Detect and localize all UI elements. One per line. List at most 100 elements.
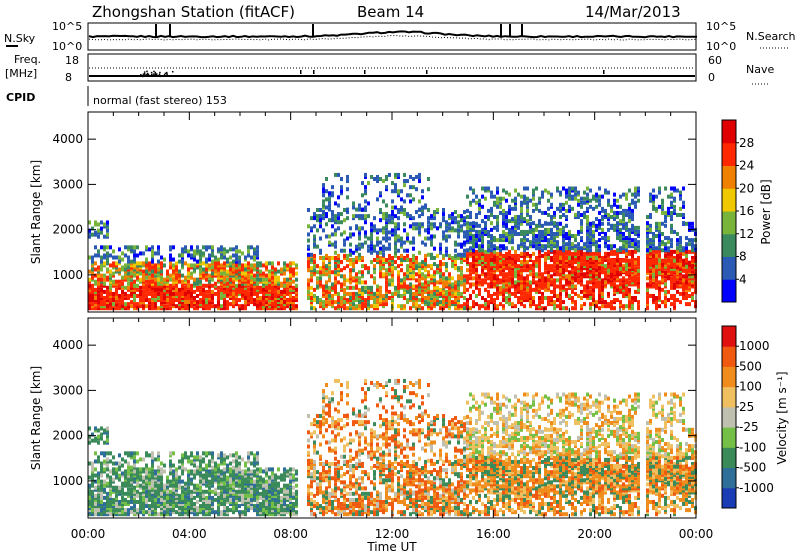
colorbar-segment	[722, 211, 736, 235]
power-cell	[493, 258, 496, 262]
power-cell	[346, 300, 349, 305]
power-cell	[286, 302, 289, 307]
power-cell	[439, 270, 442, 275]
power-cell	[397, 193, 400, 198]
power-cell	[625, 260, 628, 265]
power-cell	[319, 248, 322, 253]
power-cell	[331, 287, 334, 292]
power-cell	[118, 283, 121, 288]
power-cell	[628, 258, 631, 263]
power-cell	[493, 274, 496, 279]
power-cell	[370, 174, 373, 179]
power-cell	[685, 302, 688, 307]
power-cell	[667, 210, 670, 215]
power-cell	[595, 198, 598, 203]
power-cell	[316, 244, 319, 249]
power-cell	[472, 268, 475, 273]
power-cell	[427, 230, 430, 235]
power-cell	[481, 304, 484, 309]
power-cell	[217, 273, 220, 278]
power-cell	[676, 268, 679, 273]
power-cell	[166, 304, 169, 309]
power-cell	[484, 251, 487, 256]
power-cell	[100, 277, 103, 282]
power-cell	[142, 291, 145, 296]
power-cell	[199, 257, 202, 262]
power-cell	[160, 275, 163, 280]
power-cell	[130, 245, 133, 250]
power-cell	[484, 221, 487, 226]
power-cell	[661, 248, 664, 253]
power-cell	[574, 186, 577, 191]
noise-sky-label: N.Sky	[4, 32, 36, 45]
power-cell	[367, 285, 370, 290]
power-cell	[559, 274, 562, 279]
power-cell	[235, 285, 238, 290]
power-cell	[637, 198, 640, 203]
power-cell	[385, 185, 388, 190]
power-cell	[88, 277, 91, 282]
power-cell	[391, 300, 394, 305]
power-cell	[679, 278, 682, 283]
power-cell	[283, 279, 286, 284]
power-cell	[247, 296, 250, 301]
power-cell	[448, 304, 451, 309]
power-cell	[469, 264, 472, 269]
power-cell	[544, 278, 547, 283]
power-cell	[487, 248, 490, 253]
power-cell	[487, 217, 490, 222]
power-cell	[163, 277, 166, 282]
power-cell	[520, 238, 523, 243]
power-cell	[631, 264, 634, 269]
power-cell	[601, 206, 604, 211]
power-cell	[160, 298, 163, 303]
power-cell	[598, 289, 601, 294]
power-cell	[109, 253, 112, 258]
power-cell	[229, 265, 232, 270]
power-cell	[613, 278, 616, 283]
velocity-heatmap	[88, 378, 697, 517]
power-cell	[199, 285, 202, 290]
power-cell	[535, 206, 538, 211]
power-cell	[592, 242, 595, 247]
power-cell	[610, 268, 613, 273]
power-cell	[511, 302, 514, 307]
power-cell	[601, 208, 604, 213]
power-cell	[418, 214, 421, 219]
power-cell	[373, 248, 376, 253]
power-cell	[88, 285, 91, 290]
power-cell	[328, 260, 331, 265]
power-cell	[322, 289, 325, 294]
power-cell	[226, 259, 229, 264]
power-cell	[391, 298, 394, 303]
power-cell	[502, 234, 505, 239]
power-cell	[631, 266, 634, 271]
power-cell	[418, 199, 421, 204]
power-cell	[268, 269, 271, 274]
power-cell	[535, 284, 538, 289]
power-cell	[637, 272, 640, 277]
power-cell	[646, 266, 649, 271]
power-cell	[454, 280, 457, 285]
power-cell	[526, 253, 529, 258]
power-cell	[595, 225, 598, 230]
power-cell	[433, 234, 436, 239]
power-cell	[475, 266, 478, 271]
power-cell	[175, 263, 178, 268]
power-cell	[226, 257, 229, 262]
power-cell	[457, 228, 460, 233]
power-cell	[379, 218, 382, 223]
power-cell	[430, 278, 433, 283]
power-cell	[508, 260, 511, 265]
power-cell	[685, 262, 688, 267]
power-cell	[112, 273, 115, 278]
freq-tick-bottom: 8	[65, 71, 72, 84]
power-cell	[187, 279, 190, 284]
power-cell	[220, 275, 223, 280]
power-cell	[622, 293, 625, 298]
power-cell	[514, 188, 517, 193]
power-cell	[586, 236, 589, 241]
power-cell	[487, 272, 490, 277]
power-cell	[289, 269, 292, 274]
power-cell	[133, 245, 136, 250]
